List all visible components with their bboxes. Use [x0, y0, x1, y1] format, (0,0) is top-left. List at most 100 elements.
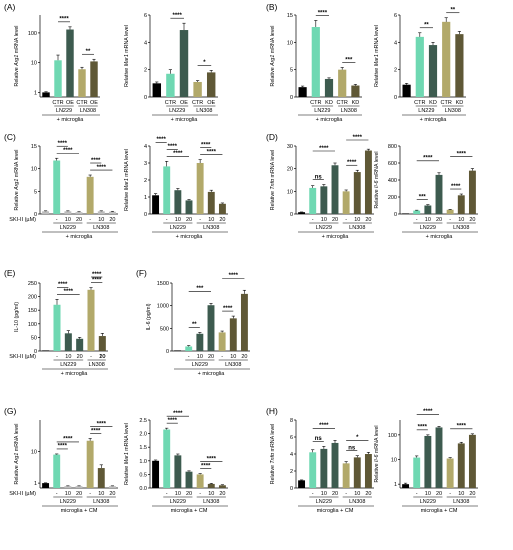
x-tick-label: 20: [469, 217, 475, 223]
bar: [320, 448, 328, 488]
panel-label: (D): [266, 132, 278, 142]
x-tick-label: 10: [230, 354, 236, 360]
x-tick-label: -: [199, 491, 201, 497]
y-tick-label: 0: [290, 212, 293, 218]
x-tick-label: 10: [425, 491, 431, 497]
significance-label: ****: [353, 135, 363, 141]
y-axis-label: Relative Il-6 mRNA level: [374, 151, 380, 208]
group-label: LN308: [225, 362, 241, 368]
chart: 0.0 0.5 1.0 1.5 2.0 2.5 Relative Mar1 mRNA lev…: [124, 411, 228, 514]
bar: [468, 170, 476, 214]
significance-label: ****: [64, 289, 74, 295]
x-tick-label: 20: [332, 491, 338, 497]
x-tick-label: OE: [207, 100, 215, 106]
x-tick-label: 10: [99, 354, 105, 360]
bar: [90, 61, 98, 97]
panel-label: (G): [4, 406, 16, 416]
bar: [402, 84, 411, 97]
y-tick-label: 4: [144, 144, 147, 150]
bar: [207, 483, 215, 488]
significance-label: ****: [347, 160, 357, 166]
group-label: LN229: [316, 225, 332, 231]
bar: [324, 78, 334, 97]
bar: [206, 72, 216, 97]
significance-label: ****: [173, 411, 183, 417]
significance-label: **: [86, 49, 91, 55]
bar: [64, 333, 72, 351]
x-tick-label: 20: [365, 491, 371, 497]
y-tick-label: 10: [391, 458, 397, 464]
x-tick-label: CTR: [414, 100, 425, 106]
bar: [86, 176, 94, 214]
x-tick-label: CTR: [310, 100, 321, 106]
y-axis-label: Relative Mar1 mRNA level: [374, 25, 380, 87]
x-tick-label: -: [166, 217, 168, 223]
x-tick-label: 20: [436, 217, 442, 223]
group-label: LN229: [420, 225, 436, 231]
significance-label: ***: [196, 286, 204, 292]
y-tick-label: 15: [31, 144, 37, 150]
x-tick-label: 10: [354, 217, 360, 223]
bar: [196, 163, 204, 214]
panel-label: (H): [266, 406, 278, 416]
significance-label: **: [424, 23, 429, 29]
x-tick-label: 20: [186, 491, 192, 497]
bar: [338, 69, 347, 97]
bar: [42, 483, 50, 488]
bar: [53, 160, 61, 214]
x-tick-label: 20: [219, 217, 225, 223]
bar: [207, 191, 215, 214]
x-tick-label: -: [90, 354, 92, 360]
x-tick-label: -: [188, 354, 190, 360]
footer-label: + microglia: [57, 117, 85, 123]
y-tick-label: 6: [394, 13, 397, 19]
y-axis-label: Relative Mar1 mRNA level: [124, 149, 130, 211]
y-tick-label: 200: [388, 195, 397, 201]
x-tick-label: CTR: [52, 100, 63, 106]
significance-label: ****: [201, 142, 211, 148]
significance-label: ****: [319, 423, 329, 429]
y-tick-label: 600: [388, 161, 397, 167]
bar: [75, 486, 83, 488]
y-tick-label: 4: [290, 452, 293, 458]
y-tick-label: 5: [34, 189, 37, 195]
x-tick-label: -: [56, 217, 58, 223]
bar: [331, 442, 339, 488]
x-tick-label: 20: [99, 354, 105, 360]
y-tick-label: 5: [290, 68, 293, 74]
chart: 0 10 20 30 Relative Tnfα mRNA level ns **** ***…: [270, 135, 374, 240]
y-tick-label: 800: [388, 144, 397, 150]
x-tick-label: KD: [456, 100, 464, 106]
x-tick-label: -: [89, 491, 91, 497]
bar: [457, 443, 465, 488]
x-tick-label: 10: [65, 354, 71, 360]
bar: [42, 350, 50, 351]
skii-label: SKI-II (µM): [9, 217, 36, 223]
bar: [87, 289, 95, 351]
bar: [457, 195, 465, 214]
bar: [42, 211, 50, 214]
footer-label: microglia + CM: [61, 508, 98, 514]
panel-label: (B): [266, 2, 278, 12]
group-label: LN308: [453, 225, 469, 231]
y-axis-label: Relative Arg1 mRNA level: [14, 424, 20, 485]
bar: [364, 150, 372, 214]
bar: [75, 212, 83, 214]
bar: [424, 435, 432, 488]
y-tick-label: 10: [287, 40, 293, 46]
group-label: LN229: [316, 499, 332, 505]
skii-label: SKI-II (µM): [9, 491, 36, 497]
y-tick-label: 1: [34, 90, 37, 96]
significance-label: ****: [168, 418, 178, 424]
bar: [196, 333, 204, 351]
y-tick-label: 250: [28, 281, 37, 287]
x-tick-label: 20: [219, 491, 225, 497]
bar: [97, 468, 105, 488]
group-label: LN308: [453, 499, 469, 505]
y-tick-label: 6: [144, 13, 147, 19]
